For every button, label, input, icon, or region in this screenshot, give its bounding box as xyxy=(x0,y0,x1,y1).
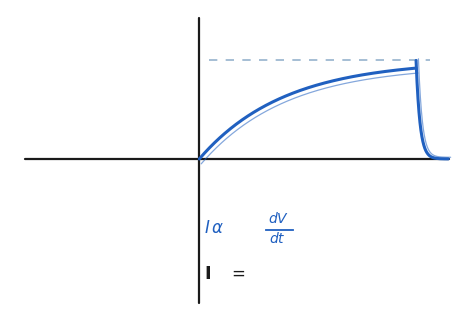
Text: $\mathbf{I}$: $\mathbf{I}$ xyxy=(204,265,211,283)
Text: $dt$: $dt$ xyxy=(269,231,286,246)
Text: $=$: $=$ xyxy=(228,265,245,282)
Text: $I\,\alpha$: $I\,\alpha$ xyxy=(204,220,224,237)
Text: $dV$: $dV$ xyxy=(268,211,289,226)
